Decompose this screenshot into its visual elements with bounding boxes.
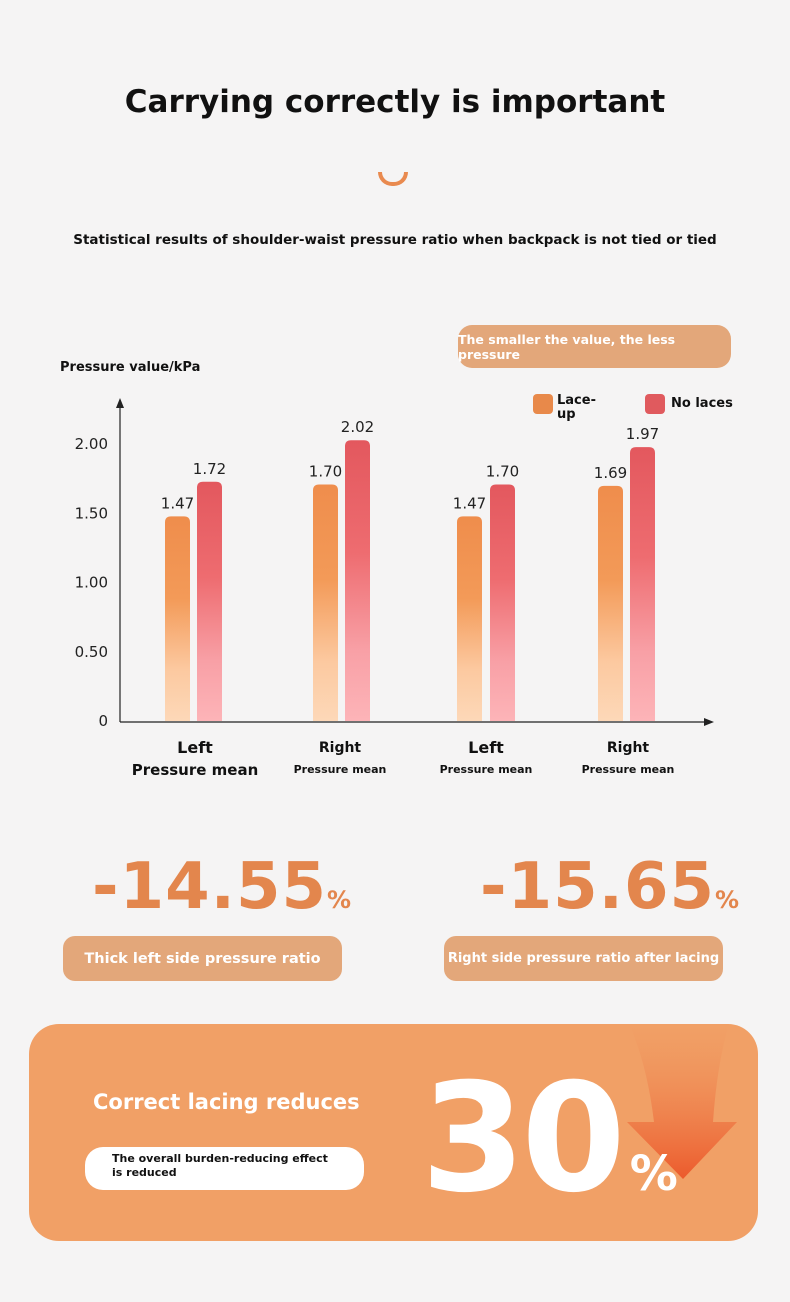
- down-arrow-icon: [627, 1024, 737, 1179]
- bar-chart: 00.501.001.502.001.471.701.471.691.722.0…: [75, 398, 714, 730]
- bar-lace-up: [598, 485, 623, 721]
- category-metric: Pressure mean: [293, 763, 387, 776]
- category-side: Right: [606, 740, 650, 756]
- data-label: 1.47: [453, 494, 486, 512]
- y-tick-label: 2.00: [75, 435, 108, 453]
- category-side: Left: [177, 738, 213, 757]
- stat-left: -14.55%: [92, 850, 352, 924]
- category-metric: Pressure mean: [581, 763, 675, 776]
- legend-item-lace-up: Lace-up: [533, 394, 601, 422]
- bar-lace-up: [457, 516, 482, 721]
- bar-no-laces: [345, 440, 370, 721]
- y-tick-label: 0.50: [75, 643, 108, 661]
- subtitle: Statistical results of shoulder-waist pr…: [73, 232, 717, 248]
- x-category-label: Left Pressure mean: [125, 737, 265, 781]
- legend-label: Lace-up: [557, 393, 596, 422]
- y-tick-label: 1.50: [75, 504, 108, 522]
- stat-left-unit: %: [327, 886, 353, 914]
- data-label: 1.70: [309, 463, 342, 481]
- summary-heading: Correct lacing reduces: [93, 1090, 360, 1114]
- summary-description: The overall burden-reducing effect is re…: [85, 1147, 364, 1190]
- y-axis-arrow-icon: [116, 398, 124, 408]
- summary-value: 30: [421, 1052, 626, 1226]
- x-category-label: Right Pressure mean: [558, 737, 698, 781]
- data-label: 1.69: [594, 464, 627, 482]
- stat-right-unit: %: [715, 886, 741, 914]
- legend-item-no-laces: No laces: [645, 394, 733, 414]
- stat-right-label: Right side pressure ratio after lacing: [444, 936, 723, 981]
- data-label: 1.47: [161, 494, 194, 512]
- data-label: 1.70: [486, 463, 519, 481]
- bar-no-laces: [630, 447, 655, 721]
- data-label: 1.97: [626, 425, 659, 443]
- page-title: Carrying correctly is important: [124, 84, 666, 120]
- stat-left-label: Thick left side pressure ratio: [63, 936, 342, 981]
- data-label: 2.02: [341, 418, 374, 436]
- x-category-label: Right Pressure mean: [270, 737, 410, 781]
- summary-figure: 30 %: [421, 1049, 678, 1229]
- note-badge: The smaller the value, the less pressure: [458, 325, 731, 368]
- summary-unit: %: [629, 1146, 678, 1202]
- legend-swatch: [645, 394, 665, 414]
- x-category-label: Left Pressure mean: [416, 737, 556, 781]
- y-tick-label: 1.00: [75, 574, 108, 592]
- legend-label: No laces: [671, 396, 733, 411]
- bar-no-laces: [490, 484, 515, 721]
- y-axis-label: Pressure value/kPa: [60, 360, 201, 375]
- smile-icon: [378, 172, 408, 186]
- bar-lace-up: [165, 516, 190, 721]
- category-side: Left: [468, 738, 504, 757]
- x-axis-arrow-icon: [704, 718, 714, 726]
- data-label: 1.72: [193, 460, 226, 478]
- category-side: Right: [318, 740, 362, 756]
- legend-swatch: [533, 394, 553, 414]
- stat-right-value: -15.65: [480, 850, 715, 924]
- stat-right: -15.65%: [480, 850, 740, 924]
- bar-lace-up: [313, 484, 338, 721]
- y-tick-label: 0: [98, 712, 108, 730]
- category-metric: Pressure mean: [131, 761, 259, 779]
- bar-no-laces: [197, 481, 222, 721]
- category-metric: Pressure mean: [439, 763, 533, 776]
- summary-card: Correct lacing reduces The overall burde…: [29, 1024, 758, 1241]
- stat-left-value: -14.55: [92, 850, 327, 924]
